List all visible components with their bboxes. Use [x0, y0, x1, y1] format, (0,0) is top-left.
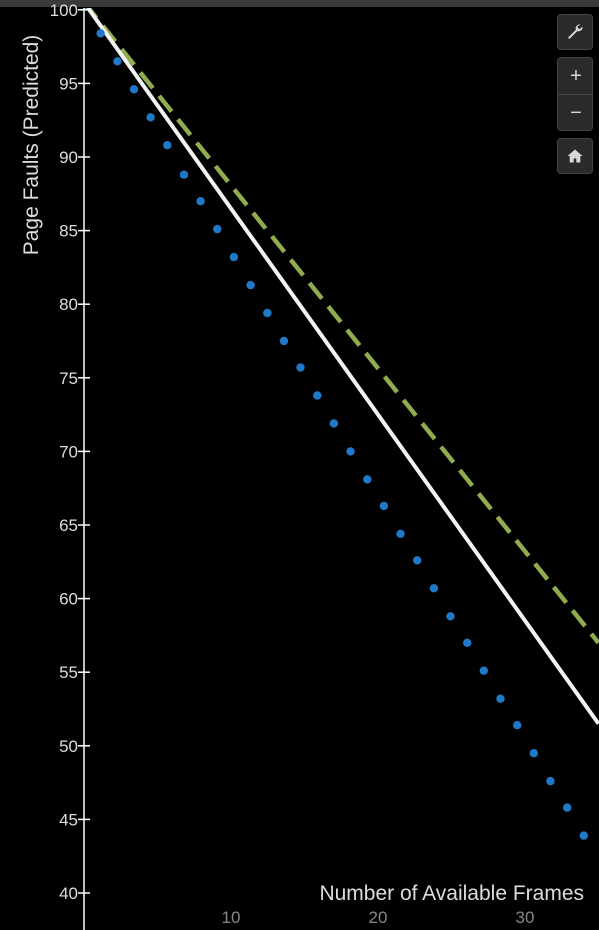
window-top-bar: [0, 0, 599, 7]
series-point: [363, 475, 372, 484]
y-tick-label: 50: [59, 737, 78, 756]
series-point: [146, 113, 155, 122]
series-point: [263, 308, 272, 318]
series-point: [229, 252, 239, 262]
series-point: [496, 694, 505, 703]
y-tick-label: 70: [59, 442, 78, 461]
series-point: [479, 666, 488, 675]
series-point: [163, 141, 172, 150]
series-point: [563, 803, 572, 812]
series-point: [113, 57, 122, 66]
zoom-controls: + −: [557, 57, 593, 131]
y-tick-label: 55: [59, 663, 78, 682]
series-layer: [84, 8, 599, 840]
y-tick-label: 45: [59, 810, 78, 829]
series-point: [313, 391, 322, 400]
series-line-dashed: [85, 8, 599, 645]
series-point: [196, 197, 205, 206]
series-point: [246, 280, 255, 290]
chart-toolbar: + −: [557, 14, 593, 174]
series-point: [413, 556, 422, 565]
home-button[interactable]: [557, 138, 593, 174]
series-point: [96, 29, 105, 38]
y-tick-label: 80: [59, 295, 78, 314]
series-point: [579, 831, 588, 840]
settings-button[interactable]: [557, 14, 593, 50]
x-axis-label: Number of Available Frames: [319, 882, 584, 905]
y-tick-label: 65: [59, 516, 78, 535]
series-point: [296, 363, 305, 372]
y-tick-label: 75: [59, 369, 78, 388]
series-point: [279, 336, 289, 346]
x-tick-label: 30: [516, 908, 535, 927]
wrench-icon: [568, 24, 583, 39]
series-point: [346, 447, 355, 456]
series-point: [429, 584, 439, 593]
y-tick-label: 40: [59, 884, 78, 903]
zoom-in-button[interactable]: +: [558, 58, 592, 94]
series-point: [396, 529, 405, 538]
y-tick-label: 95: [59, 74, 78, 93]
series-line-solid: [85, 8, 599, 725]
home-icon: [567, 149, 583, 163]
series-point: [213, 224, 222, 234]
series-point: [329, 419, 339, 428]
y-tick-label: 90: [59, 148, 78, 167]
series-point: [129, 85, 139, 94]
series-point: [463, 638, 472, 647]
x-tick-label: 20: [369, 908, 388, 927]
y-tick-label: 60: [59, 590, 78, 609]
x-tick-label: 10: [222, 908, 241, 927]
series-point: [179, 170, 189, 179]
series-point: [379, 501, 389, 511]
zoom-out-button[interactable]: −: [558, 94, 592, 130]
series-point: [446, 612, 455, 621]
y-tick-label: 85: [59, 222, 78, 241]
series-point: [529, 749, 538, 758]
series-point: [546, 776, 555, 786]
y-tick-label: 100: [50, 1, 78, 20]
y-axis-label: Page Faults (Predicted): [20, 35, 43, 256]
series-point: [513, 721, 522, 730]
axis-layer: 40 45 50 55 60 65 70 75 80 85 90 95 100 10 20 30: [50, 1, 535, 930]
